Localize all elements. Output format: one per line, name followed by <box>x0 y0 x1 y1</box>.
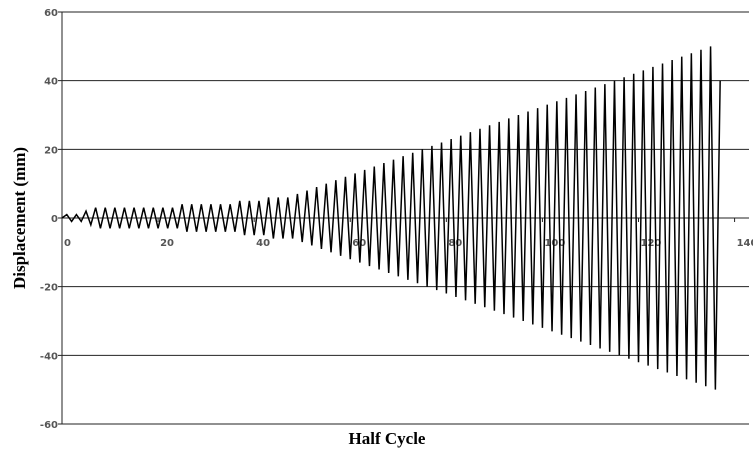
y-axis-label: Displacement (mm) <box>10 147 29 289</box>
y-tick-label: -60 <box>40 420 58 431</box>
y-tick-label: 60 <box>44 8 58 19</box>
x-tick-label: 140 <box>737 238 753 249</box>
y-tick-label: 0 <box>51 214 58 225</box>
x-tick-label: 120 <box>641 238 662 249</box>
y-tick-label: 40 <box>44 77 58 88</box>
y-tick-label: -40 <box>40 351 58 362</box>
data-line <box>61 46 721 390</box>
x-axis-label: Half Cycle <box>349 429 426 448</box>
x-tick-label: 40 <box>256 238 270 249</box>
y-tick-label: 20 <box>44 145 58 156</box>
x-tick-label: 0 <box>64 238 71 249</box>
y-tick-label: -20 <box>40 283 58 294</box>
x-tick-label: 80 <box>448 238 462 249</box>
x-tick-label: 20 <box>160 238 174 249</box>
x-tick-label: 100 <box>544 238 565 249</box>
